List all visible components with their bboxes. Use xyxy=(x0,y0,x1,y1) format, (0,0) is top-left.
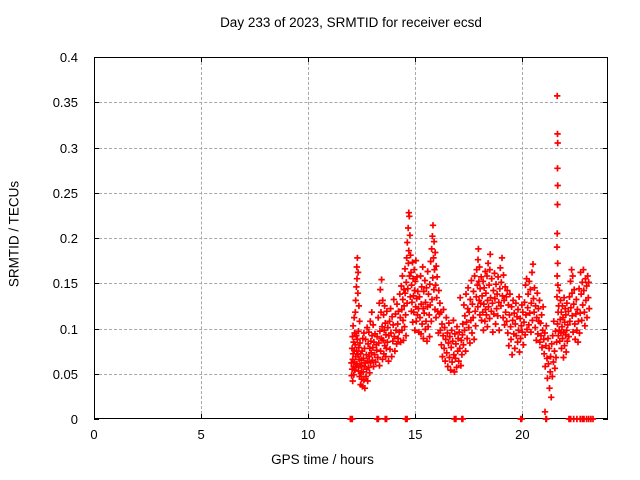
y-tick-label: 0.3 xyxy=(59,140,78,156)
y-tick-label: 0.15 xyxy=(52,276,78,292)
y-tick-label: 0.4 xyxy=(59,50,78,65)
y-tick-label: 0.05 xyxy=(52,366,78,382)
x-tick-label: 15 xyxy=(408,427,423,442)
y-tick-label: 0.35 xyxy=(52,95,78,111)
x-tick-label: 5 xyxy=(197,427,205,442)
y-tick-label: 0.1 xyxy=(59,321,78,337)
y-tick-label: 0.2 xyxy=(59,231,78,246)
y-tick-label: 0.25 xyxy=(52,185,78,201)
x-tick-label: 10 xyxy=(300,427,316,442)
x-tick-label: 0 xyxy=(90,427,98,442)
x-axis-label: GPS time / hours xyxy=(271,452,374,467)
x-tick-label: 20 xyxy=(515,427,530,442)
y-tick-label: 0 xyxy=(70,412,78,427)
chart-title: Day 233 of 2023, SRMTID for receiver ecs… xyxy=(220,15,482,30)
